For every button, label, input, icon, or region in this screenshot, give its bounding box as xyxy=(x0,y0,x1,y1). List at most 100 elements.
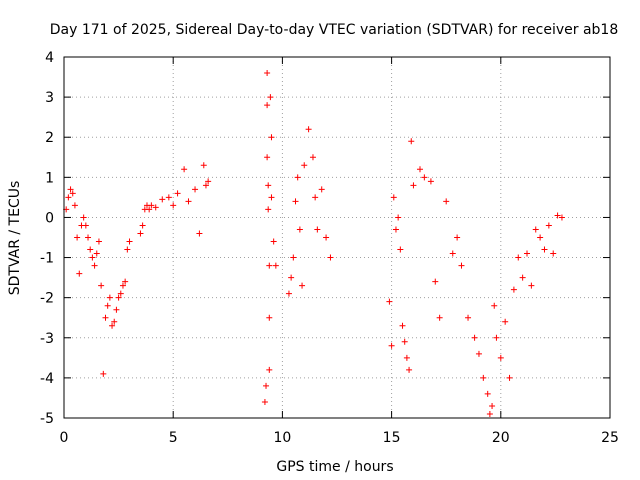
data-point-0-99 xyxy=(465,314,472,321)
data-point-0-113 xyxy=(519,274,526,281)
x-tick-label-15: 15 xyxy=(383,430,401,446)
data-point-0-76 xyxy=(323,234,330,241)
data-point-0-70 xyxy=(301,162,308,169)
data-point-0-48 xyxy=(261,398,268,405)
data-point-0-115 xyxy=(528,282,535,289)
data-point-0-110 xyxy=(506,374,513,381)
data-point-0-41 xyxy=(181,166,188,173)
data-point-0-26 xyxy=(119,282,126,289)
y-tick-label-4: 4 xyxy=(45,50,54,66)
data-point-0-82 xyxy=(395,214,402,221)
y-tick-labels: -5 -4 -3 -2 -1 0 1 2 3 4 xyxy=(40,50,54,427)
data-point-0-107 xyxy=(493,334,500,341)
data-point-0-106 xyxy=(491,302,498,309)
data-point-0-16 xyxy=(98,282,105,289)
x-tick-label-0: 0 xyxy=(60,430,69,446)
data-point-0-102 xyxy=(480,374,487,381)
data-point-0-11 xyxy=(87,246,94,253)
y-tick-label-3: 3 xyxy=(45,90,54,106)
data-point-0-81 xyxy=(392,226,399,233)
data-point-0-3 xyxy=(69,190,76,197)
data-point-0-8 xyxy=(80,214,87,221)
data-point-0-57 xyxy=(266,366,273,373)
x-tick-labels: 0 5 10 15 20 25 xyxy=(60,430,619,446)
data-point-0-120 xyxy=(550,250,557,257)
data-points xyxy=(63,70,565,417)
data-point-0-53 xyxy=(265,182,272,189)
data-point-0-55 xyxy=(266,262,273,269)
x-tick-label-20: 20 xyxy=(492,430,510,446)
data-point-0-54 xyxy=(265,206,272,213)
data-point-0-43 xyxy=(192,186,199,193)
data-point-0-77 xyxy=(327,254,334,261)
data-point-0-117 xyxy=(537,234,544,241)
data-point-0-30 xyxy=(137,230,144,237)
axis-ticks xyxy=(63,56,611,419)
data-point-0-62 xyxy=(272,262,279,269)
data-point-0-5 xyxy=(74,234,81,241)
data-point-0-94 xyxy=(436,314,443,321)
data-point-0-87 xyxy=(406,366,413,373)
data-point-0-75 xyxy=(318,186,325,193)
y-tick-label--3: -3 xyxy=(40,331,54,347)
data-point-0-97 xyxy=(454,234,461,241)
data-point-0-59 xyxy=(268,134,275,141)
data-point-0-23 xyxy=(113,306,120,313)
data-point-0-86 xyxy=(403,354,410,361)
grid-lines xyxy=(64,57,610,418)
data-point-0-13 xyxy=(91,262,98,269)
data-point-0-67 xyxy=(294,174,301,181)
x-tick-label-5: 5 xyxy=(169,430,178,446)
data-point-0-4 xyxy=(71,202,78,209)
data-point-0-12 xyxy=(89,254,96,261)
data-point-0-64 xyxy=(288,274,295,281)
data-point-0-114 xyxy=(524,250,531,257)
data-point-0-50 xyxy=(264,70,271,77)
data-point-0-52 xyxy=(264,154,271,161)
y-tick-label--4: -4 xyxy=(40,371,54,387)
x-axis-label: GPS time / hours xyxy=(276,459,393,475)
plot-frame xyxy=(63,56,611,419)
x-tick-label-10: 10 xyxy=(273,430,291,446)
data-point-0-95 xyxy=(443,198,450,205)
data-point-0-98 xyxy=(458,262,465,269)
data-point-0-105 xyxy=(489,402,496,409)
data-point-0-35 xyxy=(148,202,155,209)
data-point-0-47 xyxy=(205,178,212,185)
data-point-0-121 xyxy=(554,212,561,219)
data-point-0-80 xyxy=(390,194,397,201)
data-point-0-29 xyxy=(126,238,133,245)
data-point-0-84 xyxy=(399,322,406,329)
data-point-0-69 xyxy=(299,282,306,289)
data-point-0-28 xyxy=(124,246,131,253)
data-point-0-101 xyxy=(475,350,482,357)
data-point-0-78 xyxy=(386,298,393,305)
data-point-0-10 xyxy=(85,234,92,241)
data-point-0-71 xyxy=(305,126,312,133)
data-point-0-96 xyxy=(449,250,456,257)
y-tick-label--1: -1 xyxy=(40,251,54,267)
data-point-0-100 xyxy=(471,334,478,341)
data-point-0-2 xyxy=(67,186,74,193)
data-point-0-60 xyxy=(268,194,275,201)
data-point-0-63 xyxy=(285,290,292,297)
data-point-0-38 xyxy=(165,194,172,201)
y-axis-label: SDTVAR / TECUs xyxy=(7,181,23,296)
data-point-0-58 xyxy=(267,94,274,101)
data-point-0-109 xyxy=(502,318,509,325)
data-point-0-56 xyxy=(266,314,273,321)
data-point-0-20 xyxy=(106,294,113,301)
x-tick-label-25: 25 xyxy=(601,430,619,446)
data-point-0-111 xyxy=(510,286,517,293)
data-point-0-119 xyxy=(545,222,552,229)
data-point-0-21 xyxy=(109,322,116,329)
data-point-0-108 xyxy=(497,354,504,361)
y-tick-label-0: 0 xyxy=(45,210,54,226)
data-point-0-15 xyxy=(95,238,102,245)
data-point-0-103 xyxy=(484,390,491,397)
data-point-0-92 xyxy=(427,178,434,185)
data-point-0-89 xyxy=(410,182,417,189)
data-point-0-116 xyxy=(532,226,539,233)
data-point-0-118 xyxy=(541,246,548,253)
